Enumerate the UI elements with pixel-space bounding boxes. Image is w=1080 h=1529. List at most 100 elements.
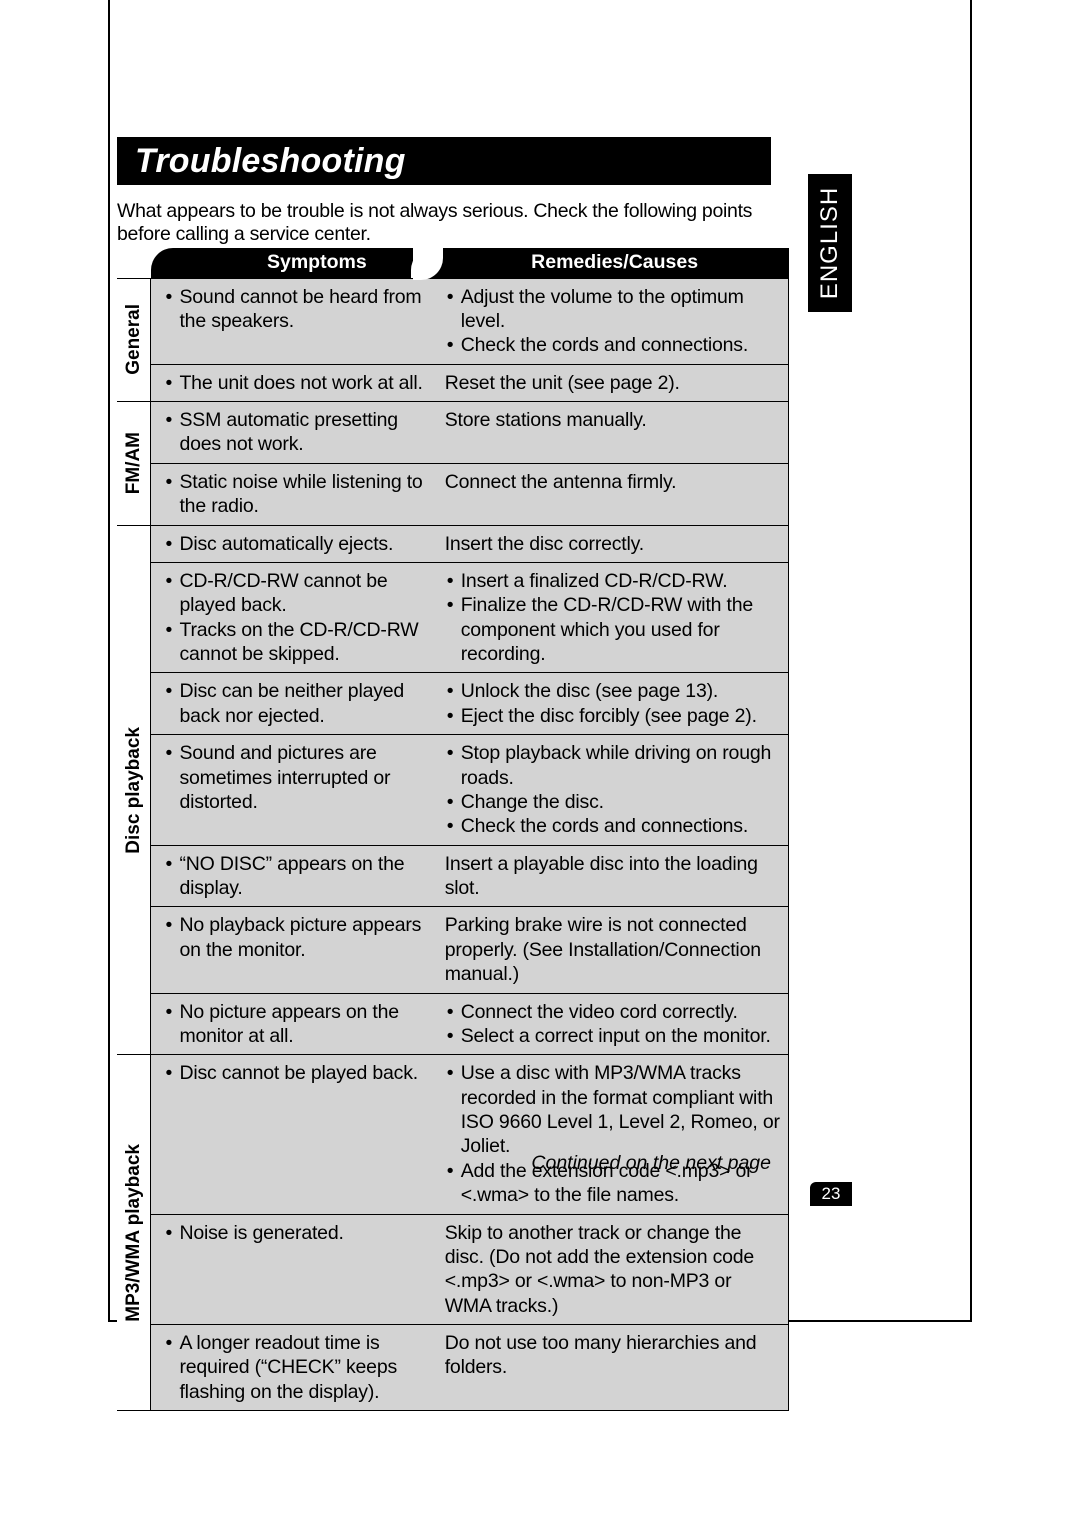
symptom-list: A longer readout time is required (“CHEC… — [163, 1331, 432, 1404]
symptom-cell: Disc automatically ejects. — [151, 525, 441, 562]
symptom-list: Disc automatically ejects. — [163, 532, 432, 556]
remedy-text: Connect the antenna firmly. — [445, 470, 780, 494]
remedy-item: Select a correct input on the monitor. — [445, 1024, 780, 1048]
table-row: No playback picture appears on the monit… — [117, 907, 789, 993]
remedy-cell: Parking brake wire is not connected prop… — [441, 907, 789, 993]
remedy-cell: Connect the antenna firmly. — [441, 463, 789, 525]
table-header-corner — [117, 248, 151, 278]
remedy-item: Change the disc. — [445, 790, 780, 814]
remedy-cell: Insert the disc correctly. — [441, 525, 789, 562]
remedy-item: Unlock the disc (see page 13). — [445, 679, 780, 703]
remedy-text: Parking brake wire is not connected prop… — [445, 913, 780, 986]
remedy-cell: Connect the video cord correctly.Select … — [441, 993, 789, 1055]
remedy-list: Insert a finalized CD-R/CD-RW.Finalize t… — [445, 569, 780, 667]
table-row: Noise is generated. Skip to another track… — [117, 1214, 789, 1325]
remedy-item: Connect the video cord correctly. — [445, 1000, 780, 1024]
symptom-item: Noise is generated. — [163, 1221, 432, 1245]
remedy-text: Do not use too many hierarchies and fold… — [445, 1331, 780, 1380]
symptom-list: SSM automatic presetting does not work. — [163, 408, 432, 457]
symptom-cell: Disc cannot be played back. — [151, 1055, 441, 1214]
remedy-list: Stop playback while driving on rough roa… — [445, 741, 780, 839]
remedy-cell: Skip to another track or change the disc… — [441, 1214, 789, 1325]
symptom-cell: The unit does not work at all. — [151, 364, 441, 401]
category-label: FM/AM — [123, 432, 145, 494]
language-tab: ENGLISH — [808, 174, 852, 312]
category-cell: FM/AM — [117, 402, 151, 526]
remedy-item: Check the cords and connections. — [445, 333, 780, 357]
table-row: “NO DISC” appears on the display.Insert … — [117, 845, 789, 907]
remedy-cell: Insert a finalized CD-R/CD-RW.Finalize t… — [441, 562, 789, 673]
remedy-list: Use a disc with MP3/WMA tracks recorded … — [445, 1061, 780, 1207]
symptom-item: The unit does not work at all. — [163, 371, 432, 395]
table-header-remedies: Remedies/Causes — [441, 248, 789, 278]
remedy-item: Insert a finalized CD-R/CD-RW. — [445, 569, 780, 593]
table-row: MP3/WMA playbackDisc cannot be played ba… — [117, 1055, 789, 1214]
symptom-item: Disc can be neither played back nor ejec… — [163, 679, 432, 728]
remedy-text: Store stations manually. — [445, 408, 780, 432]
symptom-item: Disc automatically ejects. — [163, 532, 432, 556]
manual-page: Troubleshooting ENGLISH What appears to … — [0, 0, 1080, 1529]
remedy-item: Use a disc with MP3/WMA tracks recorded … — [445, 1061, 780, 1159]
continued-note: Continued on the next page — [117, 1152, 771, 1175]
remedy-item: Stop playback while driving on rough roa… — [445, 741, 780, 790]
table-row: Disc can be neither played back nor ejec… — [117, 673, 789, 735]
symptom-item: CD-R/CD-RW cannot be played back. — [163, 569, 432, 618]
symptom-list: CD-R/CD-RW cannot be played back.Tracks … — [163, 569, 432, 667]
remedy-text: Reset the unit (see page 2). — [445, 371, 780, 395]
symptom-cell: Sound cannot be heard from the speakers. — [151, 278, 441, 364]
symptom-list: Noise is generated. — [163, 1221, 432, 1245]
table-row: FM/AMSSM automatic presetting does not w… — [117, 402, 789, 464]
page-number: 23 — [810, 1182, 852, 1206]
language-tab-label: ENGLISH — [816, 187, 844, 299]
symptom-list: The unit does not work at all. — [163, 371, 432, 395]
remedy-cell: Store stations manually. — [441, 402, 789, 464]
remedy-text: Skip to another track or change the disc… — [445, 1221, 780, 1319]
remedy-list: Connect the video cord correctly.Select … — [445, 1000, 780, 1049]
table-row: Sound and pictures are sometimes interru… — [117, 735, 789, 846]
remedy-cell: Insert a playable disc into the loading … — [441, 845, 789, 907]
symptom-cell: A longer readout time is required (“CHEC… — [151, 1325, 441, 1411]
symptom-cell: Disc can be neither played back nor ejec… — [151, 673, 441, 735]
remedy-list: Unlock the disc (see page 13).Eject the … — [445, 679, 780, 728]
symptom-item: Static noise while listening to the radi… — [163, 470, 432, 519]
symptom-cell: Noise is generated. — [151, 1214, 441, 1325]
remedy-item: Check the cords and connections. — [445, 814, 780, 838]
symptom-item: Tracks on the CD-R/CD-RW cannot be skipp… — [163, 618, 432, 667]
remedy-text: Insert the disc correctly. — [445, 532, 780, 556]
category-label: General — [123, 304, 145, 375]
symptom-cell: CD-R/CD-RW cannot be played back.Tracks … — [151, 562, 441, 673]
symptom-item: No playback picture appears on the monit… — [163, 913, 432, 962]
symptom-cell: No playback picture appears on the monit… — [151, 907, 441, 993]
section-title: Troubleshooting — [117, 137, 771, 185]
symptom-list: Static noise while listening to the radi… — [163, 470, 432, 519]
table-row: Static noise while listening to the radi… — [117, 463, 789, 525]
table-body: General Sound cannot be heard from the sp… — [117, 278, 789, 1411]
symptom-cell: SSM automatic presetting does not work. — [151, 402, 441, 464]
remedy-cell: Reset the unit (see page 2). — [441, 364, 789, 401]
symptom-list: Disc can be neither played back nor ejec… — [163, 679, 432, 728]
symptom-list: “NO DISC” appears on the display. — [163, 852, 432, 901]
category-label: Disc playback — [123, 727, 145, 854]
remedy-item: Finalize the CD-R/CD-RW with the compone… — [445, 593, 780, 666]
remedy-cell: Do not use too many hierarchies and fold… — [441, 1325, 789, 1411]
symptom-item: Disc cannot be played back. — [163, 1061, 432, 1085]
table-row: CD-R/CD-RW cannot be played back.Tracks … — [117, 562, 789, 673]
remedy-cell: Adjust the volume to the optimum level.C… — [441, 278, 789, 364]
remedy-cell: Stop playback while driving on rough roa… — [441, 735, 789, 846]
symptom-item: No picture appears on the monitor at all… — [163, 1000, 432, 1049]
troubleshooting-table: Symptoms Remedies/Causes General Sound ca… — [117, 248, 789, 1411]
table-header-row: Symptoms Remedies/Causes — [117, 248, 789, 278]
symptom-cell: Static noise while listening to the radi… — [151, 463, 441, 525]
symptom-item: Sound and pictures are sometimes interru… — [163, 741, 432, 814]
table-row: GeneralSound cannot be heard from the sp… — [117, 278, 789, 364]
symptom-list: Sound and pictures are sometimes interru… — [163, 741, 432, 814]
table-row: The unit does not work at all. Reset the … — [117, 364, 789, 401]
intro-text: What appears to be trouble is not always… — [117, 200, 777, 246]
category-cell: Disc playback — [117, 525, 151, 1055]
symptom-item: SSM automatic presetting does not work. — [163, 408, 432, 457]
remedy-item: Eject the disc forcibly (see page 2). — [445, 704, 780, 728]
symptom-list: No picture appears on the monitor at all… — [163, 1000, 432, 1049]
symptom-item: A longer readout time is required (“CHEC… — [163, 1331, 432, 1404]
symptom-item: Sound cannot be heard from the speakers. — [163, 285, 432, 334]
symptom-cell: Sound and pictures are sometimes interru… — [151, 735, 441, 846]
